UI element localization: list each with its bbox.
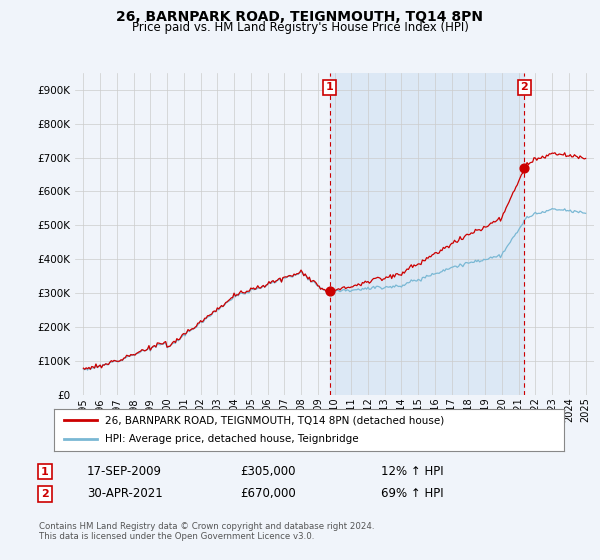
Text: Price paid vs. HM Land Registry's House Price Index (HPI): Price paid vs. HM Land Registry's House … — [131, 21, 469, 34]
Bar — [329, 73, 524, 395]
Text: 17-SEP-2009: 17-SEP-2009 — [87, 465, 162, 478]
Text: HPI: Average price, detached house, Teignbridge: HPI: Average price, detached house, Teig… — [105, 435, 359, 445]
Text: 12% ↑ HPI: 12% ↑ HPI — [381, 465, 443, 478]
Point — [520, 163, 529, 172]
Text: 30-APR-2021: 30-APR-2021 — [87, 487, 163, 501]
Text: 26, BARNPARK ROAD, TEIGNMOUTH, TQ14 8PN: 26, BARNPARK ROAD, TEIGNMOUTH, TQ14 8PN — [116, 10, 484, 24]
Text: £670,000: £670,000 — [240, 487, 296, 501]
Text: 1: 1 — [41, 466, 49, 477]
Text: Contains HM Land Registry data © Crown copyright and database right 2024.
This d: Contains HM Land Registry data © Crown c… — [39, 522, 374, 542]
Text: 2: 2 — [520, 82, 528, 92]
Text: 69% ↑ HPI: 69% ↑ HPI — [381, 487, 443, 501]
Text: 2: 2 — [41, 489, 49, 499]
Point — [325, 287, 334, 296]
Text: £305,000: £305,000 — [240, 465, 296, 478]
Text: 1: 1 — [326, 82, 334, 92]
Text: 26, BARNPARK ROAD, TEIGNMOUTH, TQ14 8PN (detached house): 26, BARNPARK ROAD, TEIGNMOUTH, TQ14 8PN … — [105, 415, 444, 425]
